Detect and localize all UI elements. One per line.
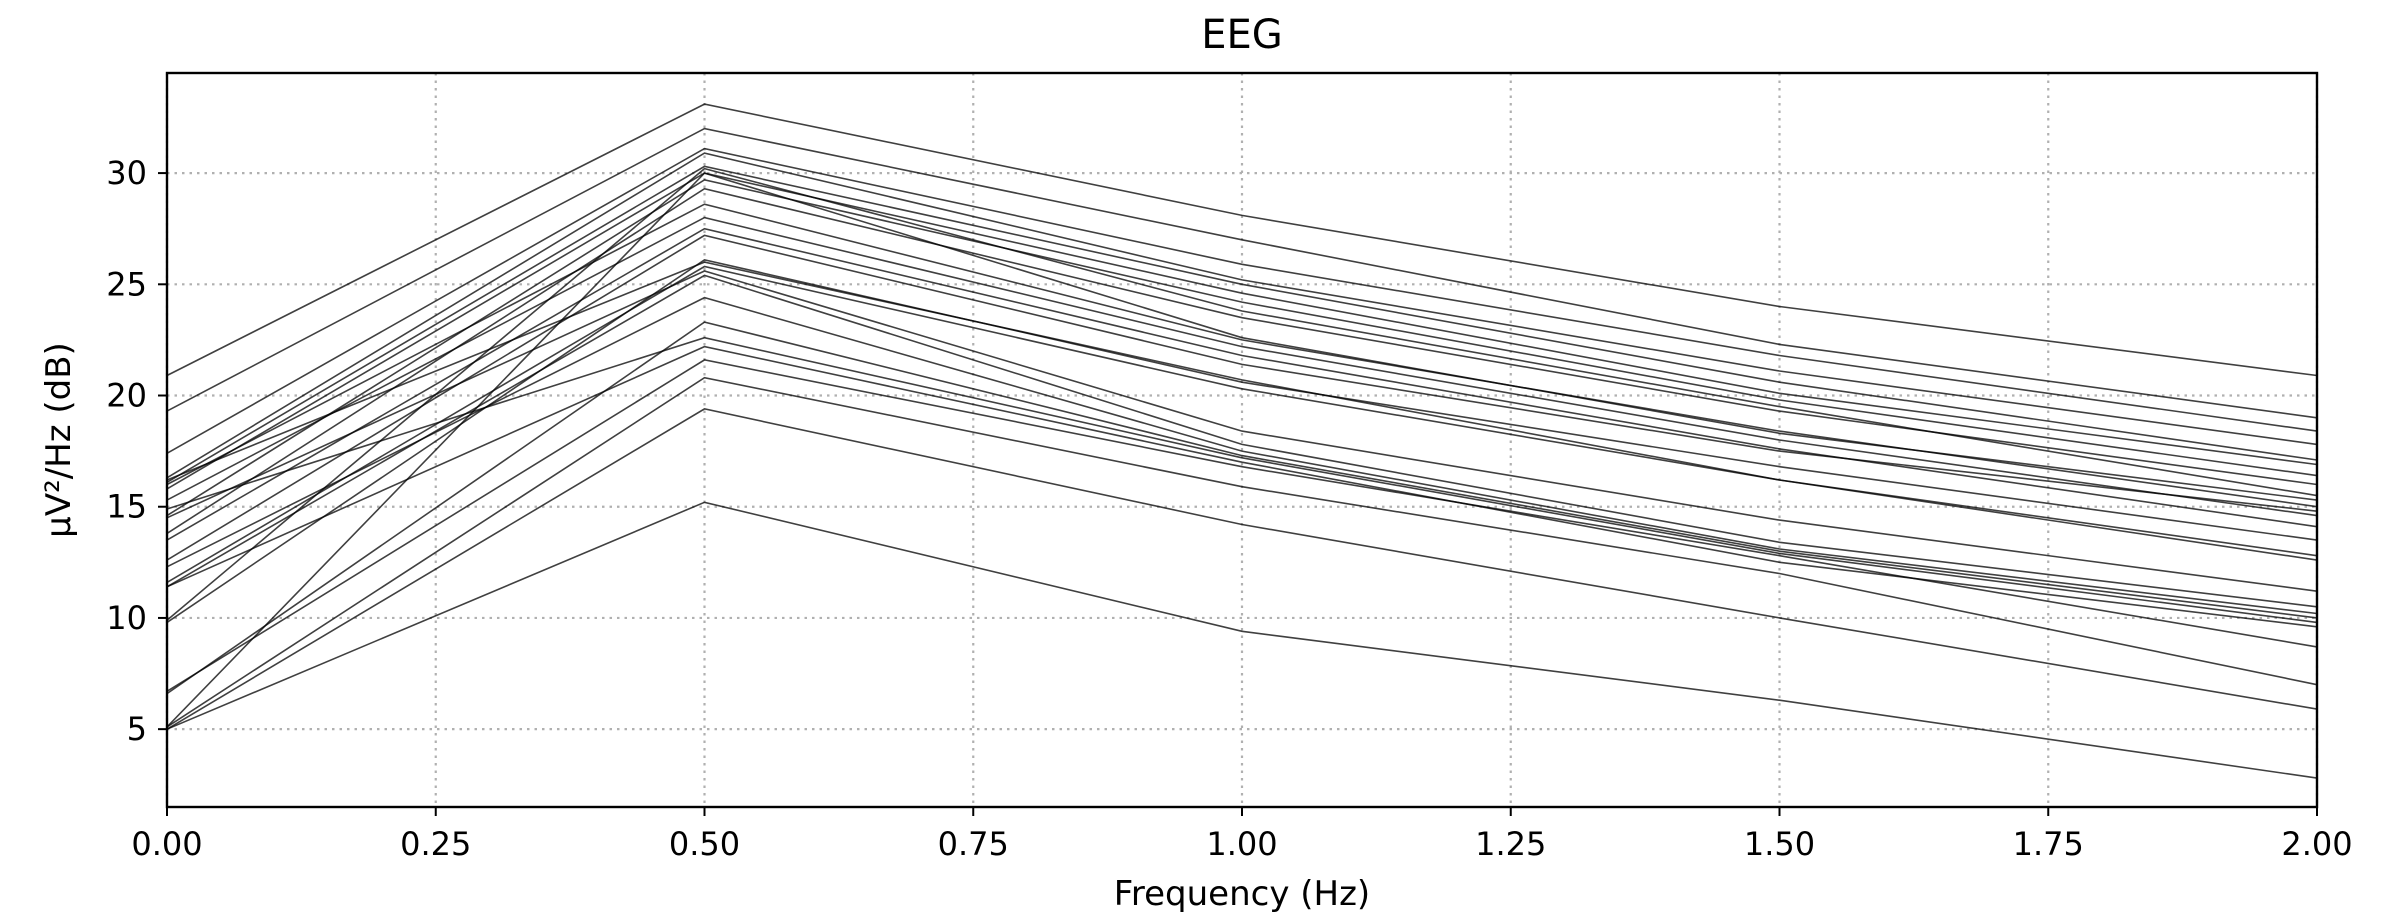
series-line-14 — [166, 234, 2318, 561]
series-line-3 — [166, 147, 2318, 454]
series-line-21 — [166, 321, 2318, 695]
y-axis-ticks: 5 10 15 20 25 30 — [106, 154, 167, 748]
series-line-4 — [166, 152, 2318, 479]
series-line-18 — [166, 270, 2318, 592]
series-line-7 — [166, 178, 2318, 517]
series-line-12 — [166, 216, 2318, 517]
series-lines — [166, 103, 2318, 779]
series-line-20 — [166, 296, 2318, 615]
y-tick-label: 5 — [127, 710, 147, 748]
x-tick-label: 0.75 — [938, 825, 1009, 863]
x-axis-label: Frequency (Hz) — [1114, 874, 1370, 914]
y-tick-label: 15 — [106, 488, 147, 526]
x-tick-label: 1.75 — [2013, 825, 2084, 863]
x-tick-label: 0.00 — [131, 825, 202, 863]
series-line-11 — [166, 203, 2318, 508]
series-line-1 — [166, 103, 2318, 377]
series-line-27 — [166, 501, 2318, 779]
series-line-16 — [166, 261, 2318, 557]
x-tick-label: 1.25 — [1475, 825, 1546, 863]
series-line-6 — [166, 172, 2318, 490]
series-line-26 — [166, 408, 2318, 730]
series-line-24 — [166, 359, 2318, 692]
x-tick-label: 0.25 — [400, 825, 471, 863]
series-line-9 — [166, 167, 2318, 621]
x-tick-label: 0.50 — [669, 825, 740, 863]
series-line-19 — [166, 274, 2318, 608]
series-line-13 — [166, 227, 2318, 541]
series-line-15 — [166, 258, 2318, 624]
x-tick-label: 1.00 — [1206, 825, 1277, 863]
y-tick-label: 20 — [106, 377, 147, 415]
series-line-22 — [166, 336, 2318, 624]
series-line-17 — [166, 265, 2318, 584]
series-line-2 — [166, 127, 2318, 419]
x-axis-ticks: 0.00 0.25 0.50 0.75 1.00 1.25 1.50 1.75 2.00 — [131, 807, 2353, 863]
y-tick-label: 30 — [106, 154, 147, 192]
y-axis-label: µV²/Hz (dB) — [39, 342, 79, 538]
y-tick-label: 10 — [106, 599, 147, 637]
series-line-23 — [166, 345, 2318, 628]
x-tick-label: 1.50 — [1744, 825, 1815, 863]
series-line-25 — [166, 376, 2318, 728]
y-tick-label: 25 — [106, 265, 147, 303]
series-line-5 — [166, 165, 2318, 483]
x-tick-label: 2.00 — [2281, 825, 2352, 863]
chart-title: EEG — [1201, 12, 1283, 58]
